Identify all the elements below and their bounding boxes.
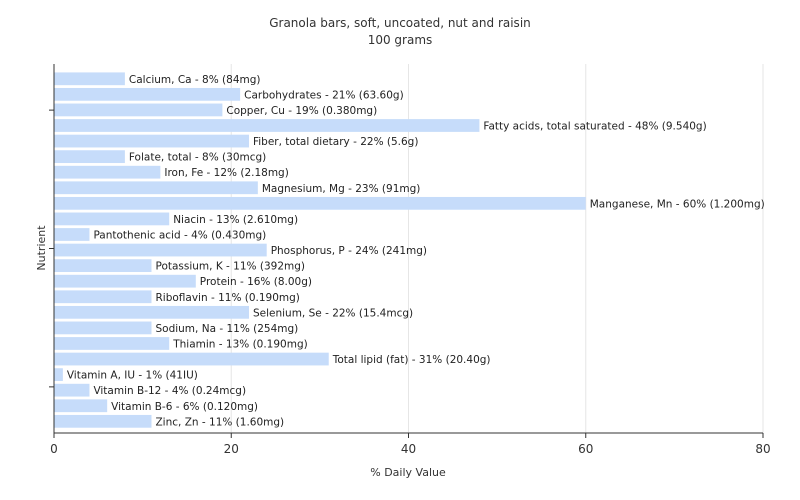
bar-label: Niacin - 13% (2.610mg) bbox=[173, 214, 298, 226]
bar bbox=[54, 414, 152, 428]
axes: 0 20 40 60 80 bbox=[49, 64, 771, 456]
bar bbox=[54, 352, 329, 366]
bar bbox=[54, 103, 223, 117]
x-tick-label: 40 bbox=[401, 442, 416, 456]
bar-label: Vitamin A, IU - 1% (41IU) bbox=[67, 370, 198, 382]
bar bbox=[54, 212, 170, 226]
bar bbox=[54, 337, 170, 350]
bar-label: Total lipid (fat) - 31% (20.40g) bbox=[332, 354, 491, 366]
bar-label: Carbohydrates - 21% (63.60g) bbox=[244, 89, 404, 101]
bar bbox=[54, 259, 152, 273]
bar-label: Vitamin B-12 - 4% (0.24mcg) bbox=[93, 385, 246, 397]
bar-label: Riboflavin - 11% (0.190mg) bbox=[155, 292, 299, 304]
bar-label: Phosphorus, P - 24% (241mg) bbox=[271, 245, 427, 257]
y-axis-label: Nutrient bbox=[35, 225, 48, 271]
bar-label: Potassium, K - 11% (392mg) bbox=[155, 261, 305, 273]
bar-label: Folate, total - 8% (30mcg) bbox=[129, 152, 266, 164]
bar-label: Magnesium, Mg - 23% (91mg) bbox=[262, 183, 421, 195]
bar-label: Fiber, total dietary - 22% (5.6g) bbox=[253, 136, 418, 148]
bar-label: Vitamin B-6 - 6% (0.120mg) bbox=[111, 401, 258, 413]
bar bbox=[54, 119, 480, 132]
bar bbox=[54, 165, 161, 179]
bar bbox=[54, 368, 63, 381]
bar-label: Calcium, Ca - 8% (84mg) bbox=[129, 74, 261, 86]
bar-label: Fatty acids, total saturated - 48% (9.54… bbox=[483, 121, 706, 133]
bar bbox=[54, 134, 249, 148]
bar bbox=[54, 274, 196, 288]
chart-title: Granola bars, soft, uncoated, nut and ra… bbox=[269, 16, 531, 30]
bar-label: Sodium, Na - 11% (254mg) bbox=[155, 323, 298, 335]
chart-subtitle: 100 grams bbox=[368, 33, 433, 47]
x-tick-label: 80 bbox=[755, 442, 770, 456]
bar-label: Thiamin - 13% (0.190mg) bbox=[172, 338, 308, 350]
bar-label: Pantothenic acid - 4% (0.430mg) bbox=[93, 229, 266, 241]
bar-label: Protein - 16% (8.00g) bbox=[200, 276, 312, 288]
bar-label: Zinc, Zn - 11% (1.60mg) bbox=[155, 416, 284, 428]
bars: Calcium, Ca - 8% (84mg) Carbohydrates - 2… bbox=[54, 72, 765, 428]
bar bbox=[54, 72, 125, 86]
bar-label: Manganese, Mn - 60% (1.200mg) bbox=[590, 198, 765, 210]
bar bbox=[54, 243, 267, 257]
bar bbox=[54, 181, 258, 195]
bar bbox=[54, 87, 241, 101]
bar bbox=[54, 196, 586, 210]
x-tick-label: 60 bbox=[578, 442, 593, 456]
bar bbox=[54, 383, 90, 397]
x-axis-label: % Daily Value bbox=[370, 466, 446, 479]
x-tick-label: 20 bbox=[224, 442, 239, 456]
bar-label: Iron, Fe - 12% (2.18mg) bbox=[164, 167, 288, 179]
bar bbox=[54, 321, 152, 335]
bar-label: Selenium, Se - 22% (15.4mcg) bbox=[253, 307, 413, 319]
bar bbox=[54, 228, 90, 241]
bar bbox=[54, 399, 108, 413]
bar bbox=[54, 150, 125, 164]
x-tick-label: 0 bbox=[50, 442, 58, 456]
bar bbox=[54, 305, 249, 319]
bar-label: Copper, Cu - 19% (0.380mg) bbox=[226, 105, 377, 117]
bar bbox=[54, 290, 152, 304]
